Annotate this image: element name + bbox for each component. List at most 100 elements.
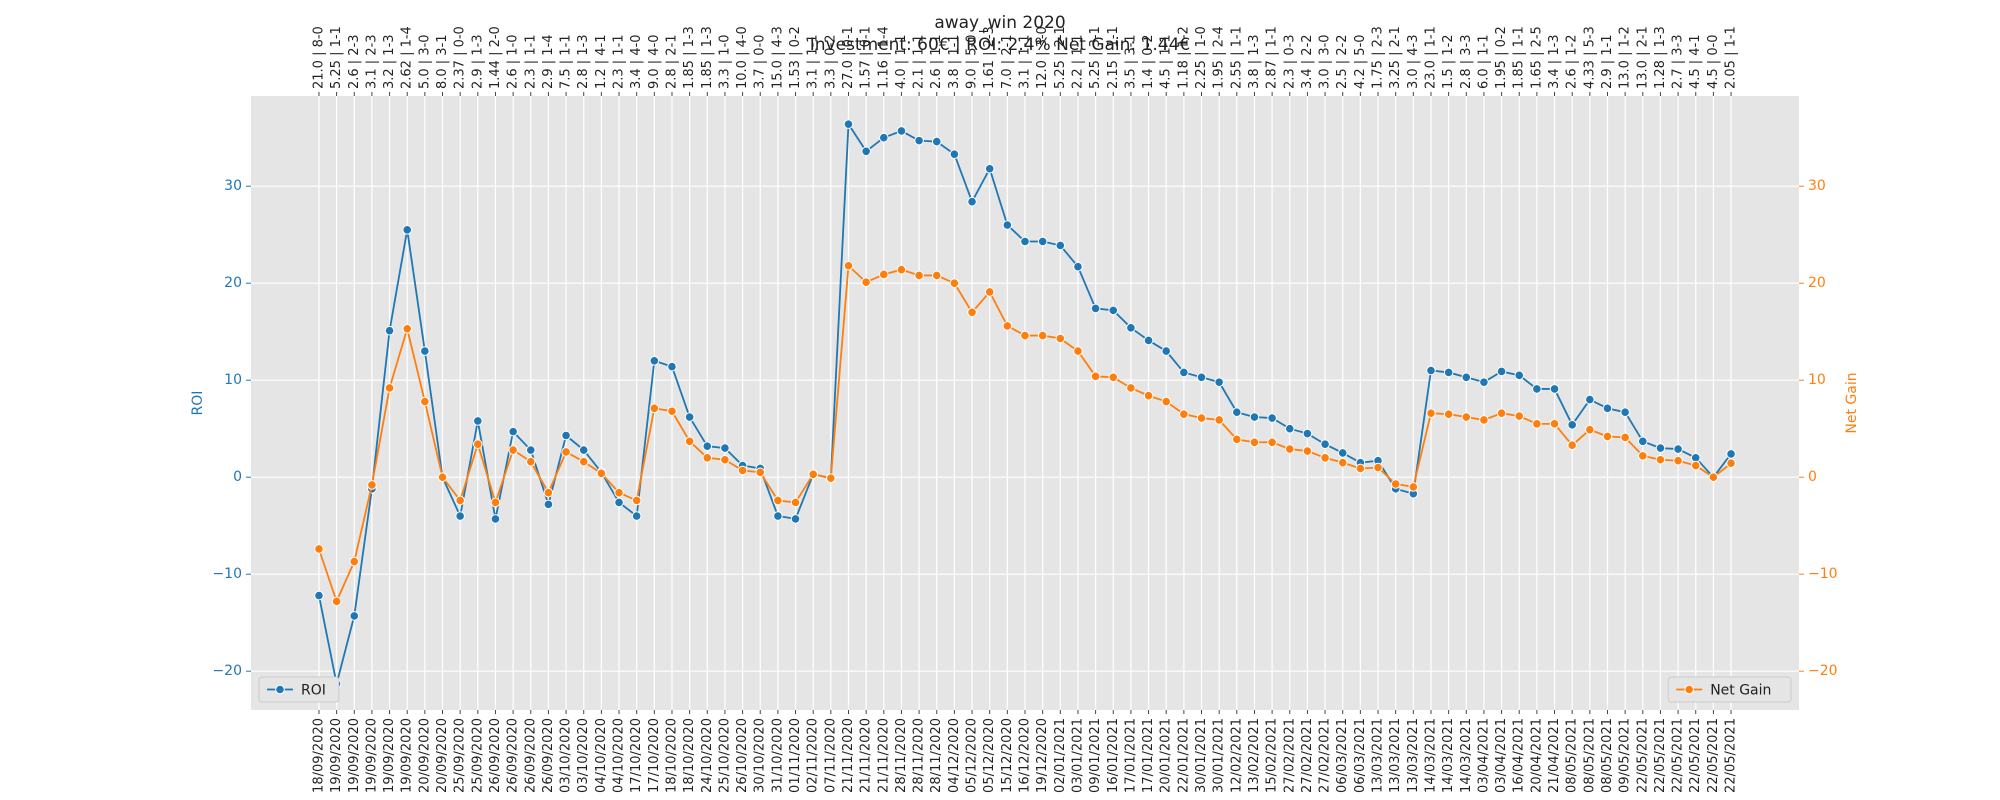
top-tick-label: 2.8 | 3-3 (1459, 34, 1474, 89)
chart-subtitle: Investment: 60€ | ROI: 2.4% Net Gain: 1.… (810, 35, 1190, 55)
x-tick-label: 03/10/2020 (559, 718, 574, 793)
top-tick-label: 2.1 | 1-1 (912, 34, 927, 89)
top-tick-label: 1.2 | 4-1 (594, 34, 609, 89)
series-marker (737, 465, 748, 476)
top-tick-label: 3.25 | 2-1 (1388, 26, 1403, 89)
series-marker (896, 264, 907, 275)
x-tick-label: 28/11/2020 (929, 718, 944, 793)
series-marker (508, 426, 518, 437)
x-tick-label: 02/11/2020 (806, 718, 821, 793)
top-tick-label: 3.0 | 3-0 (1318, 34, 1333, 89)
top-tick-label: 2.8 | 2-1 (664, 34, 679, 89)
top-tick-label: 3.1 | 1-1 (1018, 34, 1033, 89)
x-tick-label: 25/09/2020 (453, 718, 468, 793)
top-tick-label: 2.5 | 2-2 (1335, 34, 1350, 89)
series-marker (455, 511, 465, 521)
y-tick-label: 20 (224, 275, 242, 291)
series-marker (1320, 453, 1330, 463)
x-tick-label: 22/05/2021 (1671, 718, 1686, 793)
series-marker (1161, 346, 1172, 356)
x-tick-label: 07/11/2020 (823, 718, 838, 793)
x-tick-label: 14/03/2021 (1459, 718, 1474, 793)
top-tick-label: 5.0 | 3-0 (417, 34, 432, 89)
x-tick-label: 25/09/2020 (470, 718, 485, 793)
series-marker (402, 323, 413, 334)
legend-marker (1684, 684, 1694, 695)
series-marker (614, 497, 624, 508)
top-tick-label: 1.95 | 2-4 (1212, 26, 1227, 89)
series-marker (1620, 432, 1630, 443)
top-tick-label: 5.25 | 2-1 (1053, 26, 1068, 89)
x-tick-label: 19/09/2020 (400, 718, 415, 793)
top-tick-label: 2.87 | 1-1 (1265, 26, 1280, 89)
y-tick-label: −20 (212, 663, 242, 679)
y-tick-label: 0 (233, 469, 242, 485)
top-tick-label: 13.0 | 1-2 (1618, 26, 1633, 89)
top-tick-label: 3.8 | 1-1 (947, 34, 962, 89)
series-marker (1655, 443, 1666, 453)
series-marker (1214, 377, 1224, 387)
x-tick-label: 08/05/2021 (1600, 718, 1615, 793)
x-tick-label: 30/01/2021 (1194, 718, 1209, 793)
series-marker (1726, 449, 1736, 459)
x-tick-label: 05/12/2020 (982, 718, 997, 793)
series-marker (1355, 463, 1366, 474)
x-tick-label: 27/02/2021 (1318, 718, 1333, 793)
x-tick-label: 18/10/2020 (682, 718, 697, 793)
top-tick-label: 7.0 | 2-1 (1000, 34, 1015, 89)
series-marker (1708, 472, 1719, 483)
series-marker (1690, 460, 1701, 471)
top-tick-label: 1.4 | 0-2 (1141, 34, 1156, 89)
legend-box (258, 676, 340, 703)
series-marker (878, 132, 889, 143)
x-tick-label: 13/03/2021 (1406, 718, 1421, 793)
series-marker (1090, 303, 1101, 314)
series-marker (896, 126, 907, 136)
top-tick-label: 2.6 | 1-1 (929, 34, 944, 89)
series-marker (773, 511, 783, 521)
x-tick-label: 20/09/2020 (417, 718, 432, 793)
series-marker (1479, 415, 1489, 425)
series-marker (578, 445, 589, 455)
top-tick-label: 2.6 | 1-2 (1565, 34, 1580, 89)
x-tick-label: 04/12/2020 (947, 718, 962, 793)
series-marker (1390, 479, 1401, 489)
series-marker (1337, 457, 1348, 468)
series-marker (384, 383, 395, 393)
x-tick-label: 03/04/2021 (1494, 718, 1509, 793)
series-marker (1673, 455, 1683, 466)
top-tick-label: 3.2 | 1-3 (382, 34, 397, 89)
series-marker (631, 511, 642, 521)
series-marker (808, 469, 818, 480)
series-marker (684, 436, 695, 447)
top-tick-label: 1.57 | 0-1 (859, 26, 874, 89)
top-tick-label: 2.9 | 1-1 (1600, 34, 1615, 89)
series-marker (1637, 436, 1648, 447)
x-tick-label: 20/09/2020 (435, 718, 450, 793)
series-marker (473, 416, 483, 426)
top-tick-label: 1.85 | 1-3 (700, 26, 715, 89)
top-tick-label: 2.55 | 1-1 (1229, 26, 1244, 89)
series-marker (349, 556, 360, 567)
top-tick-label: 3.5 | 3-1 (1123, 34, 1138, 89)
series-marker (1514, 370, 1525, 381)
y-tick-label: −10 (212, 566, 242, 582)
series-marker (1073, 261, 1083, 272)
series-marker (843, 260, 854, 271)
series-marker (1090, 371, 1101, 382)
series-marker (1126, 323, 1136, 333)
series-marker (1302, 428, 1313, 439)
series-marker (1055, 333, 1066, 344)
top-tick-label: 2.7 | 3-3 (1671, 34, 1686, 89)
series-marker (1479, 377, 1489, 387)
series-marker (1232, 407, 1242, 418)
x-tick-label: 16/04/2021 (1512, 718, 1527, 793)
series-marker (1726, 458, 1736, 469)
x-tick-label: 01/11/2020 (788, 718, 803, 793)
x-tick-label: 20/04/2021 (1529, 718, 1544, 793)
series-marker (790, 514, 801, 524)
x-tick-label: 21/11/2020 (859, 718, 874, 793)
top-tick-label: 1.44 | 2-0 (488, 26, 503, 89)
series-marker (1549, 419, 1560, 429)
x-tick-label: 19/09/2020 (329, 718, 344, 793)
